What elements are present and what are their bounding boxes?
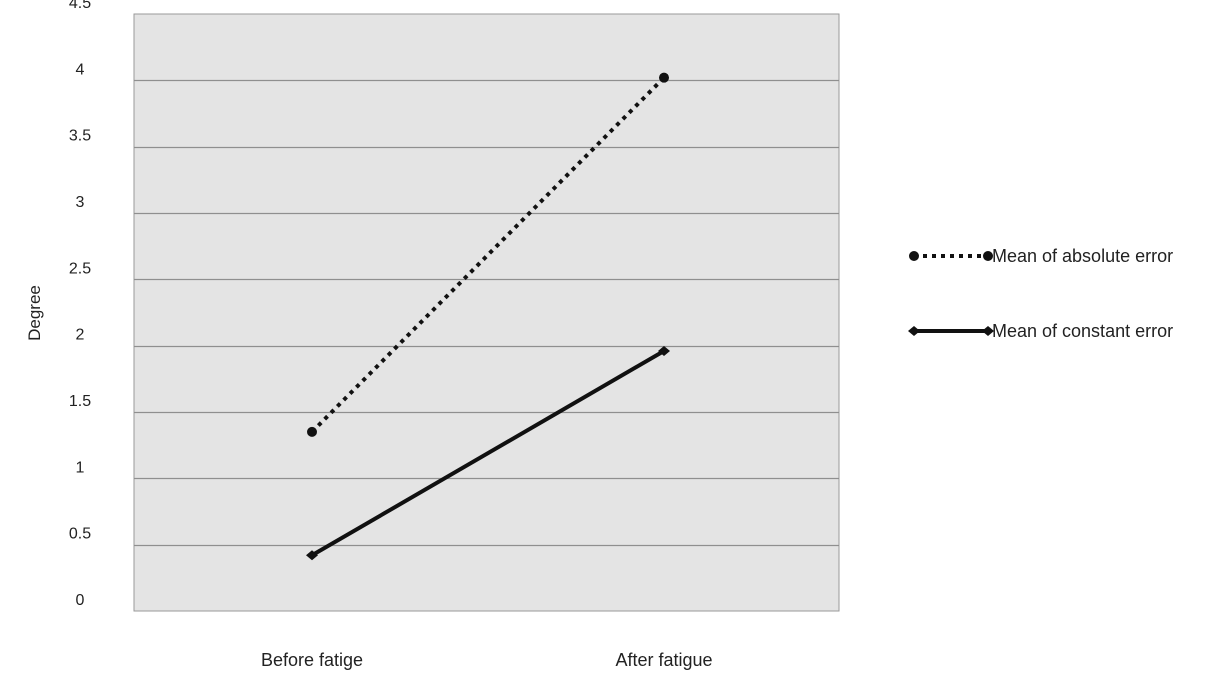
point-marker: [658, 345, 670, 356]
y-tick-label: 2.5: [69, 260, 91, 277]
y-tick-label: 0: [76, 592, 85, 609]
point-marker: [909, 251, 919, 261]
y-tick-label: 4.5: [69, 0, 91, 12]
y-axis-title: Degree: [25, 285, 44, 341]
y-tick-label: 3: [76, 194, 85, 211]
y-axis-ticks: 0 0.5 1 1.5 2 2.5 3 3.5 4 4.5: [69, 0, 91, 609]
y-tick-label: 3.5: [69, 128, 91, 145]
legend-label: Mean of constant error: [992, 321, 1173, 341]
point-marker: [983, 251, 993, 261]
gridlines: [134, 79, 839, 547]
y-tick-label: 0.5: [69, 526, 91, 543]
plot-area: [133, 13, 840, 612]
point-marker: [908, 326, 920, 336]
y-tick-label: 4: [76, 61, 85, 78]
series-mean-of-constant-error: [306, 345, 670, 561]
point-marker: [307, 426, 317, 437]
point-marker: [659, 72, 669, 83]
legend-entry: Mean of constant error: [908, 321, 1173, 341]
series-group: [306, 72, 670, 561]
series-mean-of-absolute-error: [307, 72, 669, 437]
x-category-label: After fatigue: [615, 650, 712, 670]
legend: Mean of absolute error Mean of constant e…: [908, 246, 1173, 341]
y-tick-label: 1.5: [69, 393, 91, 410]
legend-entry: Mean of absolute error: [909, 246, 1173, 266]
point-marker: [982, 326, 994, 336]
legend-label: Mean of absolute error: [992, 246, 1173, 266]
y-tick-label: 1: [76, 459, 85, 476]
x-axis-categories: Before fatige After fatigue: [261, 650, 713, 670]
point-marker: [306, 550, 318, 561]
y-tick-label: 2: [76, 327, 85, 344]
series-line: [310, 349, 666, 558]
series-line: [310, 76, 666, 434]
x-category-label: Before fatige: [261, 650, 363, 670]
